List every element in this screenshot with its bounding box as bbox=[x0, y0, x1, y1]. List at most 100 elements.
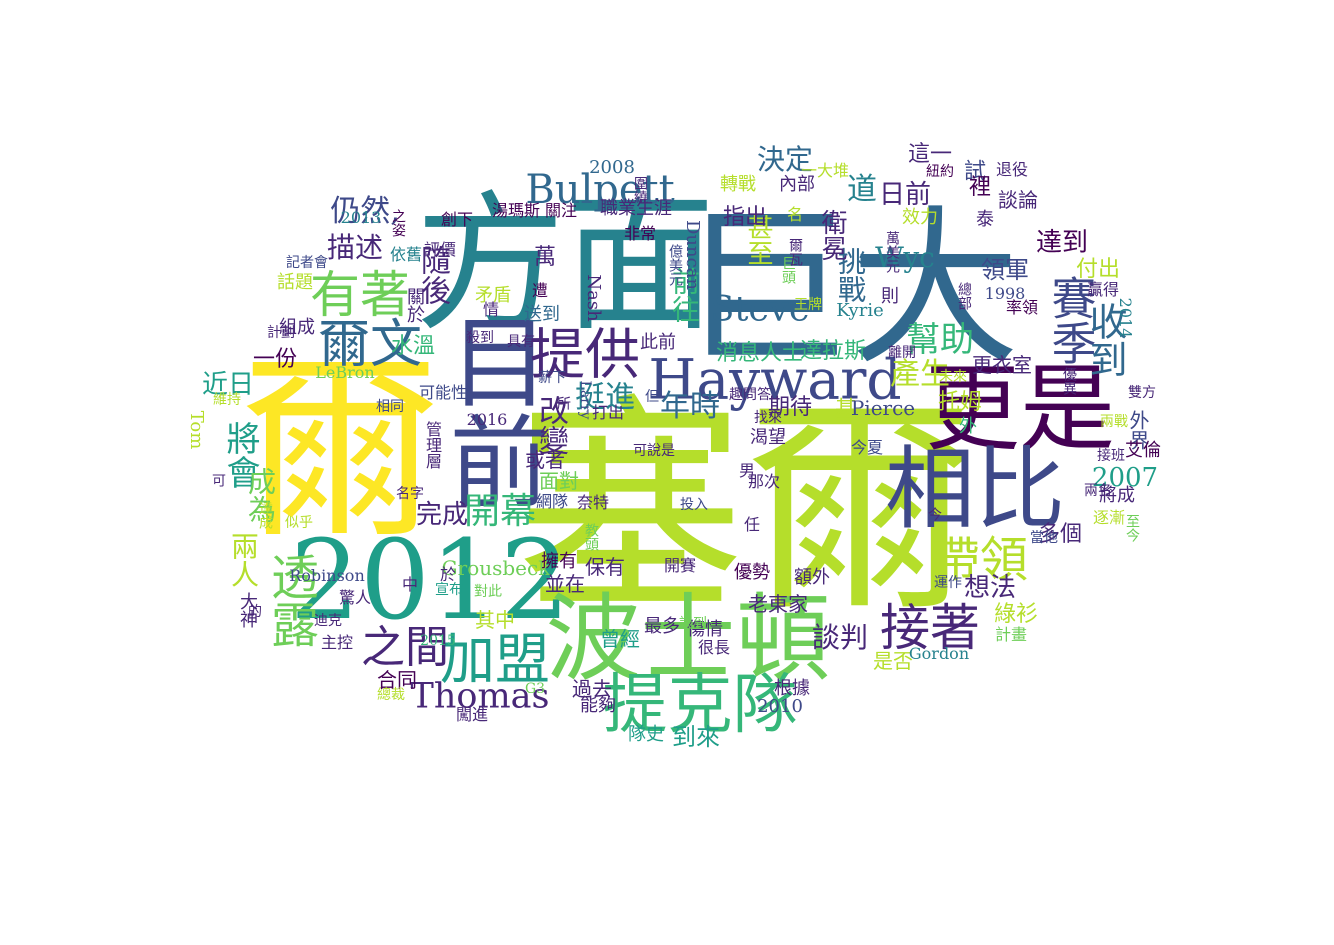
cloud-word: 賽季 bbox=[1043, 275, 1097, 365]
cloud-word: 對此 bbox=[474, 584, 502, 600]
cloud-word: 王牌 bbox=[794, 297, 822, 313]
cloud-word: 接班 bbox=[1097, 448, 1125, 464]
cloud-word: 消息人士 bbox=[715, 341, 805, 366]
cloud-word: 2007 bbox=[1091, 463, 1159, 493]
cloud-word: 2016 bbox=[466, 410, 508, 429]
cloud-word: 關於 bbox=[404, 287, 425, 323]
cloud-word: 創下 bbox=[440, 210, 474, 229]
cloud-word: 話題 bbox=[277, 272, 313, 293]
cloud-word: 維持 bbox=[213, 392, 241, 408]
cloud-word: 有著 bbox=[310, 266, 410, 324]
cloud-word: 逐漸 bbox=[1092, 508, 1126, 527]
cloud-word: 期待 bbox=[767, 395, 813, 420]
cloud-word: 達拉斯 bbox=[799, 339, 867, 364]
cloud-word: 提供 bbox=[529, 322, 641, 387]
cloud-word: 總部 bbox=[956, 282, 972, 310]
cloud-word: 之間 bbox=[361, 622, 449, 673]
cloud-word: 未來 bbox=[939, 369, 967, 385]
cloud-word: 名字 bbox=[396, 486, 424, 502]
cloud-word: 情 bbox=[482, 300, 500, 319]
cloud-word: 於 bbox=[439, 565, 457, 584]
cloud-word: 退役 bbox=[995, 160, 1029, 179]
cloud-word: 爾文 bbox=[317, 315, 423, 375]
cloud-word: 外界 bbox=[1126, 410, 1150, 450]
cloud-word: 挺進 bbox=[575, 380, 635, 415]
cloud-word: 付出 bbox=[1075, 257, 1121, 282]
cloud-word: 幫助 bbox=[906, 320, 974, 360]
cloud-word: 相比 bbox=[885, 437, 1065, 542]
cloud-word: 打出 bbox=[591, 403, 625, 422]
cloud-word: 薪下 bbox=[538, 370, 566, 386]
cloud-word: 圍繞 bbox=[632, 176, 648, 204]
cloud-word: 很長 bbox=[697, 638, 731, 657]
cloud-word: 外 bbox=[956, 416, 977, 434]
cloud-word: 談論 bbox=[998, 188, 1038, 212]
cloud-word: Nash bbox=[583, 274, 604, 322]
cloud-word: 計劃 bbox=[267, 325, 295, 341]
cloud-word: 優勢 bbox=[734, 562, 770, 583]
cloud-word: Larry bbox=[577, 380, 593, 420]
cloud-word: 過去 bbox=[572, 677, 612, 701]
cloud-word: 2014 bbox=[1116, 297, 1135, 339]
cloud-word: 產生 bbox=[890, 357, 950, 392]
cloud-word: 將成 bbox=[1099, 485, 1135, 506]
cloud-word: 收到 bbox=[1083, 302, 1127, 378]
cloud-word: Bulpett bbox=[525, 167, 675, 213]
cloud-word: 成為 bbox=[244, 467, 277, 523]
cloud-word: 達成 bbox=[257, 501, 273, 529]
cloud-word: 億美元 bbox=[667, 244, 683, 286]
cloud-word: 透露 bbox=[262, 552, 318, 648]
cloud-word: Robinson bbox=[289, 566, 365, 585]
cloud-word: 教頭 bbox=[583, 523, 599, 551]
cloud-word: 計畫 bbox=[994, 625, 1028, 644]
cloud-word: 至今 bbox=[1124, 514, 1140, 542]
cloud-word: 更衣室 bbox=[972, 353, 1032, 377]
cloud-word: 當他 bbox=[1030, 530, 1058, 546]
cloud-word: 組成 bbox=[279, 317, 315, 338]
cloud-word: 此前 bbox=[640, 332, 676, 353]
cloud-word: 依舊 bbox=[389, 245, 423, 264]
cloud-word: 可能性 bbox=[418, 383, 468, 402]
cloud-word: 更是 bbox=[924, 354, 1116, 465]
cloud-word: 兩人 bbox=[227, 532, 260, 588]
cloud-word: 主控 bbox=[320, 633, 354, 652]
cloud-word: 大神 bbox=[237, 592, 258, 628]
cloud-word: 基 bbox=[831, 397, 856, 419]
cloud-word: 2010 bbox=[757, 696, 803, 717]
cloud-word: 能夠 bbox=[580, 695, 616, 716]
cloud-word: 托姆 bbox=[937, 390, 983, 415]
cloud-word: 萬 bbox=[533, 245, 557, 270]
cloud-word: 總裁 bbox=[377, 687, 405, 703]
cloud-word: 談判 bbox=[811, 621, 869, 654]
cloud-word: 方面 bbox=[414, 178, 716, 352]
cloud-word: 投入 bbox=[680, 497, 708, 513]
cloud-word: 指出 bbox=[722, 205, 768, 230]
cloud-word: 贏得 bbox=[1086, 280, 1120, 299]
cloud-word: 甚至 bbox=[743, 214, 773, 266]
cloud-word: LeBron bbox=[315, 363, 375, 382]
cloud-word: 塞爾 bbox=[514, 376, 976, 643]
cloud-word: 老東家 bbox=[748, 592, 808, 616]
cloud-word: Tom bbox=[186, 410, 207, 450]
cloud-word: 多個 bbox=[1037, 522, 1083, 547]
cloud-word: 殺到 bbox=[466, 330, 494, 346]
cloud-word: 曾經 bbox=[600, 627, 640, 651]
cloud-word: 非常 bbox=[623, 224, 657, 243]
cloud-word: 最多 bbox=[644, 616, 680, 637]
cloud-word: 所 bbox=[555, 396, 571, 410]
cloud-word: 隊史 bbox=[628, 724, 664, 745]
cloud-word: 描述 bbox=[326, 231, 384, 264]
cloud-word: 領軍 bbox=[981, 256, 1029, 284]
cloud-word: 迪克 bbox=[314, 613, 342, 629]
cloud-word: 之姿 bbox=[390, 209, 406, 237]
cloud-word: 擁有 bbox=[541, 551, 577, 572]
cloud-word: 隨後 bbox=[415, 245, 450, 305]
cloud-word: 可 bbox=[210, 473, 226, 487]
cloud-word: 兩名 bbox=[1084, 483, 1112, 499]
cloud-word: 驚人 bbox=[338, 588, 372, 607]
cloud-word: 2012 bbox=[290, 516, 570, 644]
cloud-word: Gordon bbox=[908, 644, 970, 663]
cloud-word: 效力 bbox=[902, 207, 938, 228]
cloud-word: 挑戰 bbox=[834, 247, 867, 303]
